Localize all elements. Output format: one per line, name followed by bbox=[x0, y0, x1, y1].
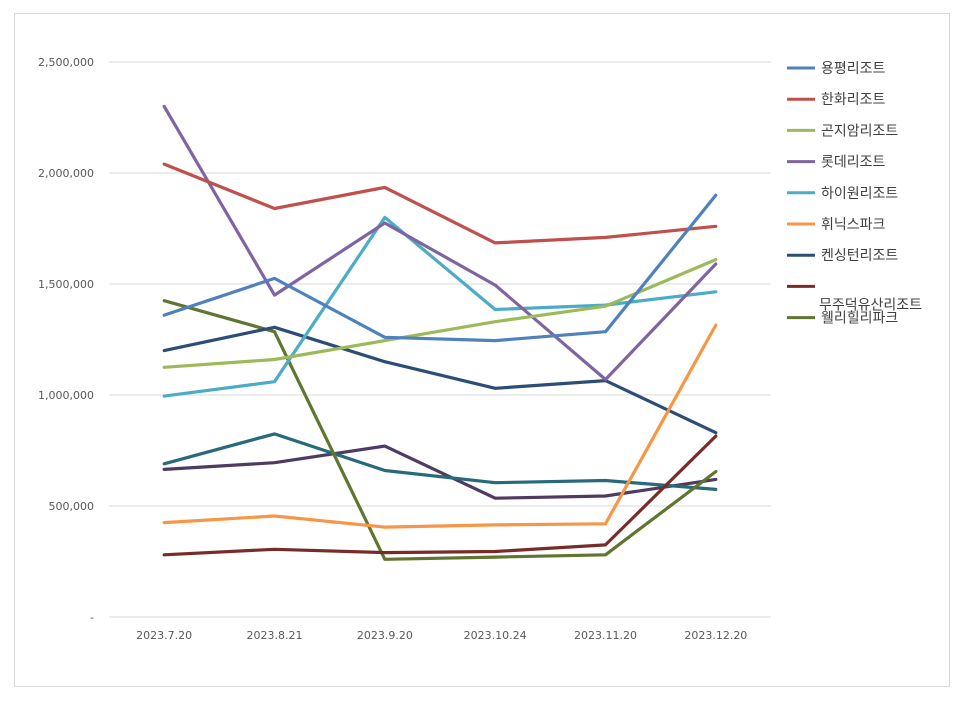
series-line-8 bbox=[162, 434, 718, 557]
series-line-5 bbox=[162, 215, 718, 398]
legend-label: 켄싱턴리조트 bbox=[821, 248, 898, 264]
legend-label: 곤지암리조트 bbox=[821, 123, 898, 139]
gridlines bbox=[109, 61, 771, 618]
x-tick-label: 2023.7.20 bbox=[136, 629, 192, 642]
legend-label: 용평리조트 bbox=[821, 61, 886, 77]
series-line-6 bbox=[162, 323, 718, 529]
legend-label: 웰리힐리파크 bbox=[821, 311, 898, 327]
x-axis-ticks: 2023.7.20 2023.8.21 2023.9.20 2023.10.24 202… bbox=[136, 629, 747, 642]
series-line-1 bbox=[162, 193, 718, 343]
y-tick-label: 1,500,000 bbox=[38, 278, 94, 291]
series-line-10 bbox=[162, 432, 718, 491]
y-tick-label: 1,000,000 bbox=[38, 389, 94, 402]
series-line-4 bbox=[162, 104, 718, 382]
y-axis-ticks: - 500,000 1,000,000 1,500,000 2,000,000 2,500… bbox=[38, 56, 94, 624]
x-tick-label: 2023.8.21 bbox=[247, 629, 303, 642]
line-chart: - 500,000 1,000,000 1,500,000 2,000,000 2,500… bbox=[38, 56, 922, 642]
y-tick-label: 2,500,000 bbox=[38, 56, 94, 69]
series-lines bbox=[162, 104, 718, 561]
y-tick-label: 500,000 bbox=[49, 500, 95, 513]
x-tick-label: 2023.11.20 bbox=[574, 629, 637, 642]
legend-label: 한화리조트 bbox=[821, 92, 886, 108]
legend-label: 하이원리조트 bbox=[821, 186, 898, 202]
legend: 용평리조트한화리조트곤지암리조트롯데리조트하이원리조트휘닉스파크켄싱턴리조트무주… bbox=[787, 61, 922, 327]
legend-label: 휘닉스파크 bbox=[821, 217, 886, 233]
legend-label: 롯데리조트 bbox=[821, 155, 886, 171]
series-line-3 bbox=[162, 258, 718, 369]
y-tick-label: - bbox=[90, 611, 94, 624]
x-tick-label: 2023.12.20 bbox=[684, 629, 747, 642]
series-line-7 bbox=[162, 325, 718, 435]
x-tick-label: 2023.10.24 bbox=[464, 629, 527, 642]
x-tick-label: 2023.9.20 bbox=[357, 629, 413, 642]
chart-frame: - 500,000 1,000,000 1,500,000 2,000,000 2,500… bbox=[14, 13, 950, 687]
series-line-9 bbox=[162, 299, 718, 561]
y-tick-label: 2,000,000 bbox=[38, 167, 94, 180]
series-line-2 bbox=[162, 162, 718, 245]
legend-label: 무주덕유산리조트 bbox=[819, 297, 922, 313]
